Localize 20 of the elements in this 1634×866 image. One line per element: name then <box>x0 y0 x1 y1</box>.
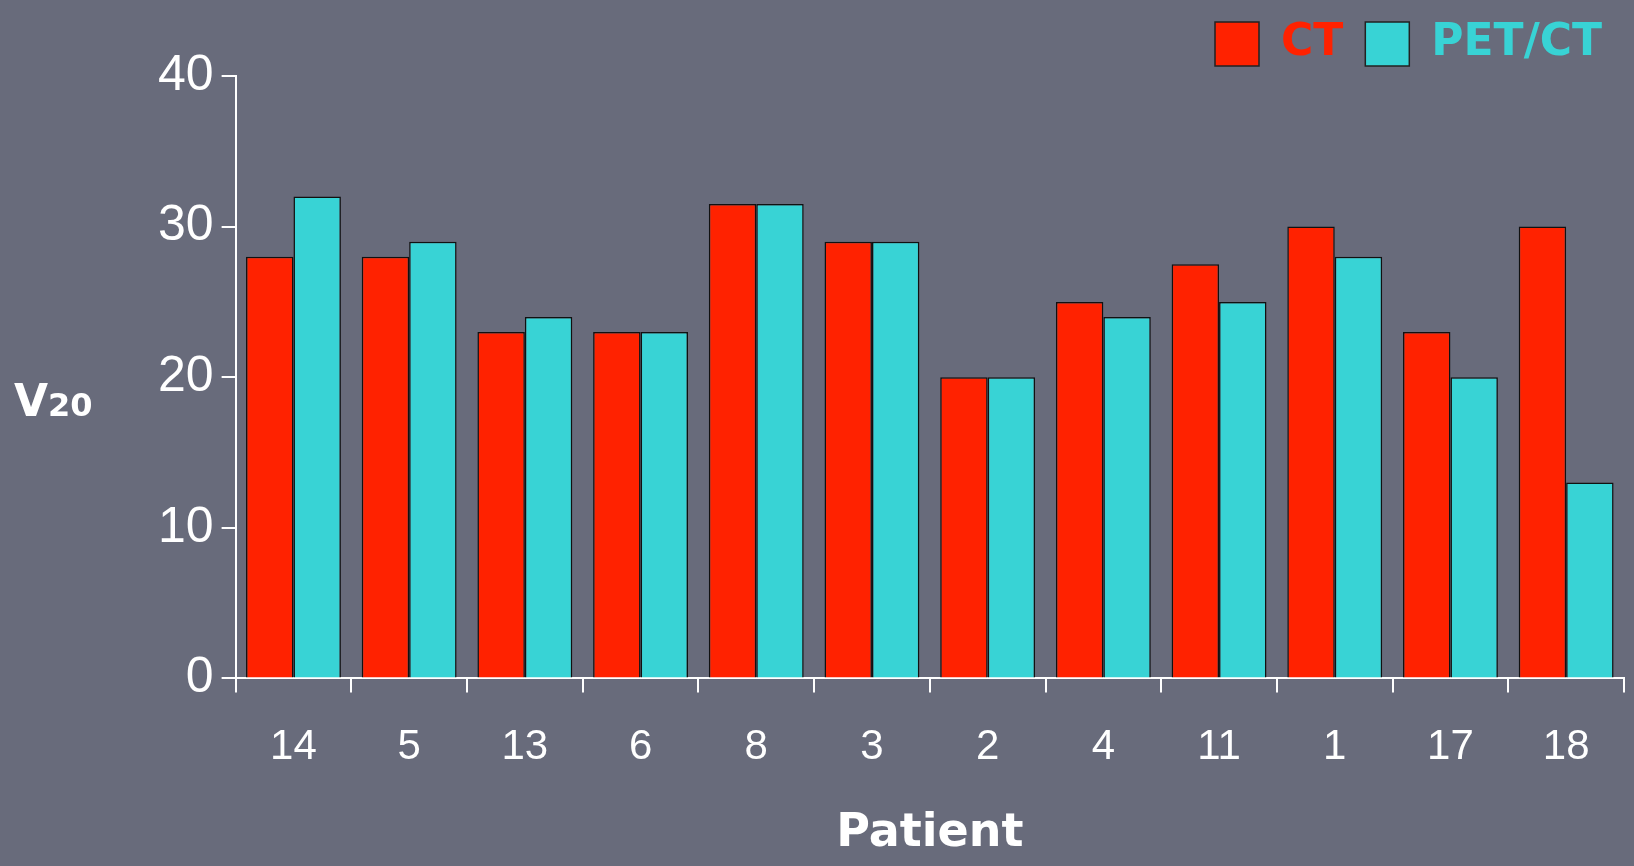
x-tick-label: 14 <box>270 721 317 769</box>
legend-label: CT <box>1281 14 1344 66</box>
x-tick-label: 13 <box>501 721 549 769</box>
x-tick-label: 11 <box>1197 721 1241 769</box>
x-tick-label: 6 <box>628 721 653 769</box>
x-tick-label: 3 <box>860 721 884 769</box>
x-tick-label: 4 <box>1091 721 1116 769</box>
x-tick-label: 1 <box>1323 721 1347 769</box>
x-tick-label: 8 <box>744 721 768 769</box>
y-tick-label: 30 <box>157 195 214 252</box>
x-tick-label: 2 <box>975 721 1000 769</box>
y-tick-label: 10 <box>157 496 214 553</box>
x-tick-label: 5 <box>397 721 421 769</box>
y-tick-label: 0 <box>185 647 214 704</box>
y-tick-label: 20 <box>157 345 214 402</box>
legend-label: PET/CT <box>1431 14 1603 66</box>
x-tick-label: 17 <box>1427 721 1474 769</box>
x-axis-title: Patient <box>836 803 1024 858</box>
x-tick-label: 18 <box>1542 721 1590 769</box>
y-tick-label: 40 <box>157 44 214 101</box>
